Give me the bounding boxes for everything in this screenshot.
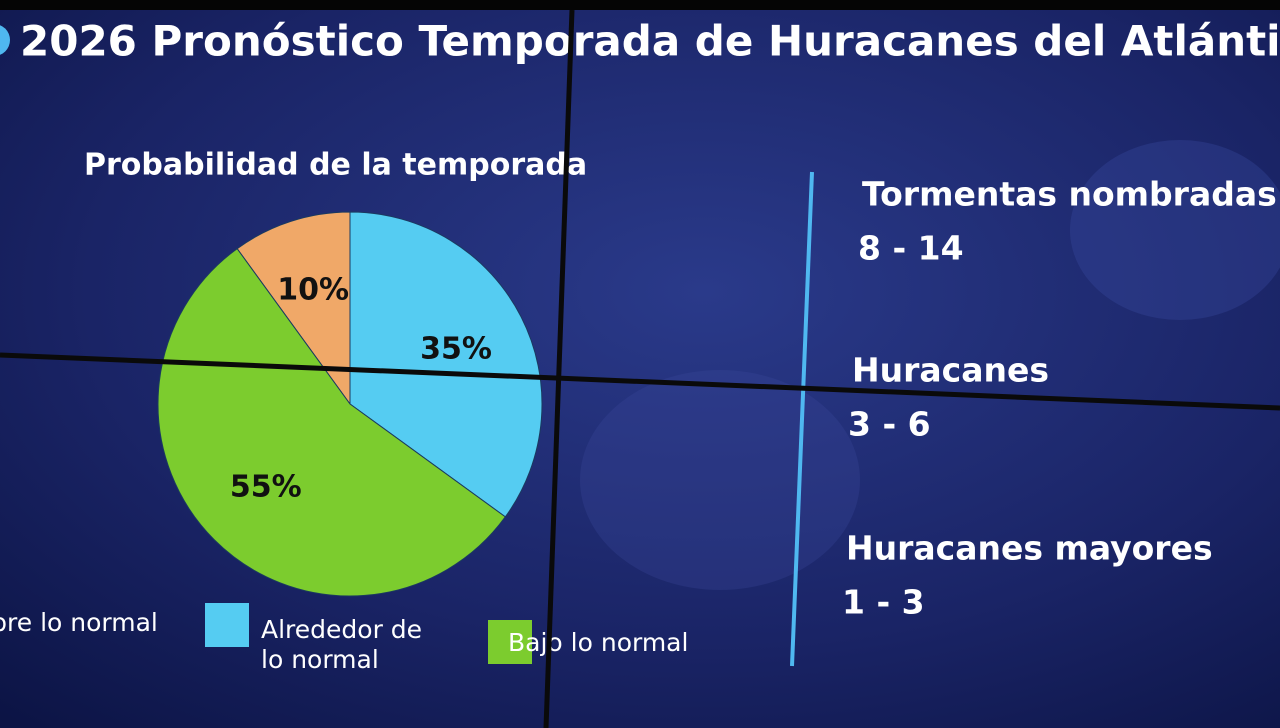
stat-range: 3 - 6 [848, 405, 931, 444]
slice-label: 55% [230, 470, 302, 505]
stat-label: Huracanes mayores [846, 529, 1213, 568]
logo [0, 25, 10, 55]
title: 2026 Pronóstico Temporada de Huracanes d… [20, 17, 1280, 66]
legend-label: Sobre lo normal [0, 608, 158, 637]
legend-swatch [205, 603, 249, 647]
legend-label: Bajo lo normal [508, 628, 688, 657]
subtitle: Probabilidad de la temporada [84, 148, 587, 183]
pie: 10% 35% 55% [157, 211, 543, 597]
slice-label: 10% [277, 272, 349, 307]
storm-cloud [580, 370, 860, 590]
stat-label: Huracanes [852, 351, 1049, 390]
pie-slice [236, 211, 351, 406]
legend-label: Alrededor de lo normal [261, 615, 422, 674]
divider [790, 171, 814, 667]
bezel [543, 9, 575, 728]
storm-cloud [1070, 140, 1280, 320]
stat-range: 8 - 14 [858, 229, 964, 268]
stat-label: Tormentas nombradas [862, 175, 1277, 214]
pie-slice [349, 211, 543, 518]
legend-swatch [488, 620, 532, 664]
top-frame [0, 0, 1280, 10]
stat-range: 1 - 3 [842, 583, 925, 622]
slice-label: 35% [420, 331, 492, 366]
pie-slice [157, 247, 507, 597]
bezel [0, 352, 1280, 411]
stats: Tormentas nombradas 8 - 14 Huracanes 3 - 6 H… [842, 175, 1277, 622]
